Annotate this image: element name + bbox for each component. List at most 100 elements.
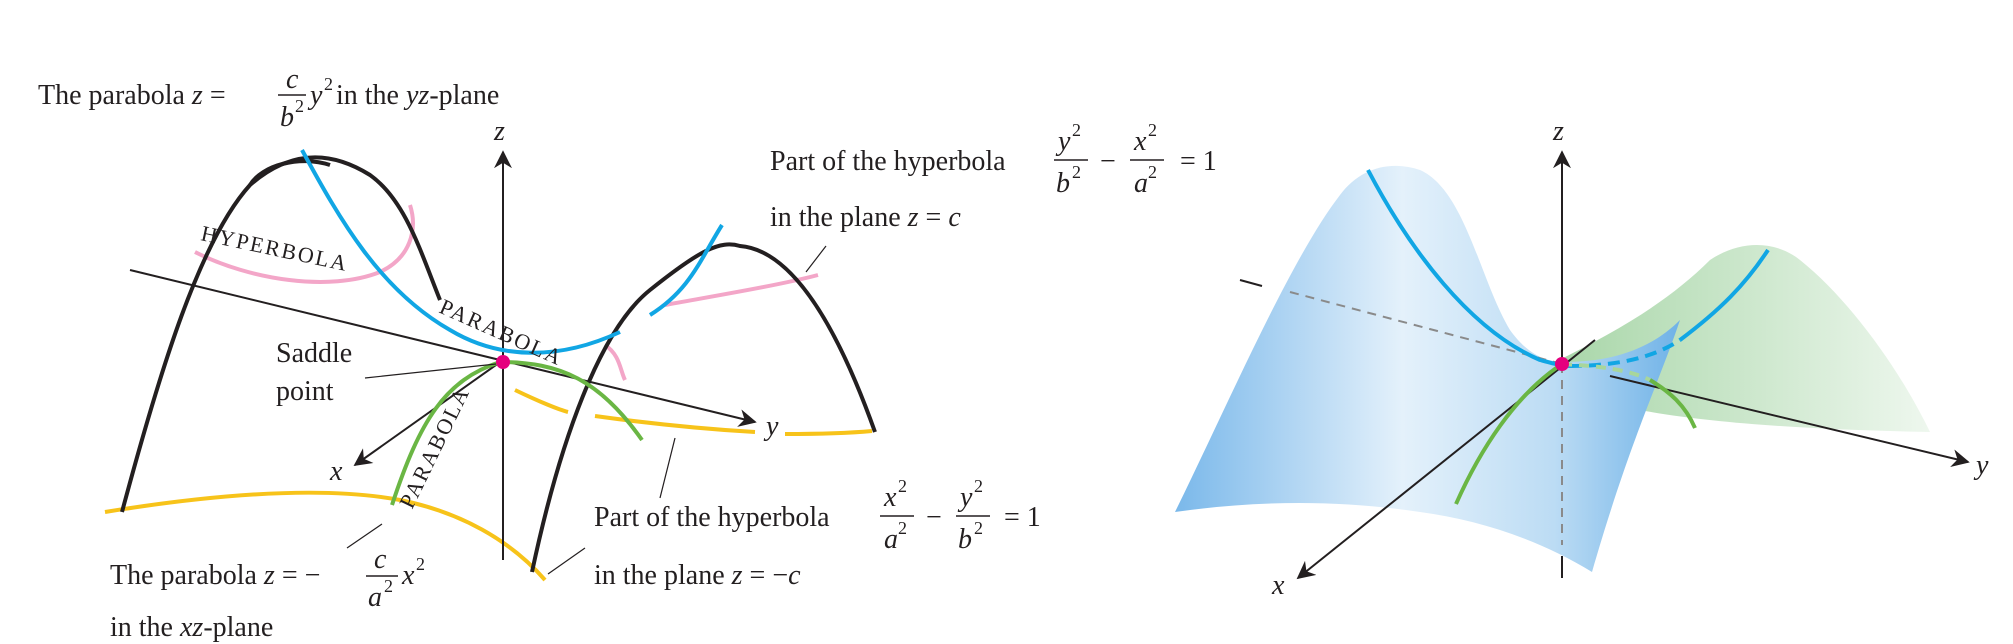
ann-hl-d1: a <box>884 524 898 555</box>
parabola-yz <box>300 149 621 355</box>
ann-parabola-yz-suffix-2: -plane <box>429 80 499 111</box>
leader-hyperbola-lower-2 <box>659 437 676 499</box>
svg-text:in the plane z = c: in the plane z = c <box>770 202 961 233</box>
saddle-point-left <box>496 355 510 369</box>
ann-hu-n2: x <box>1133 126 1147 157</box>
y-axis-right-stub <box>1239 279 1263 287</box>
ann-parabola-yz-suffix-var: yz <box>403 80 429 111</box>
leader-hyperbola-upper <box>805 245 827 273</box>
ann-parabola-yz-num: c <box>286 64 299 95</box>
svg-text:The parabola z = −: The parabola z = − <box>110 560 320 591</box>
ann-parabola-xz-line2-a: in the <box>110 612 180 643</box>
hyperbola-lower-right-branch <box>514 388 569 414</box>
ann-parabola-xz-eq: = − <box>275 560 321 591</box>
ann-parabola-yz-tail-var: y <box>307 80 323 111</box>
x-axis-left <box>353 359 504 467</box>
ann-parabola-xz-tail-var: x <box>401 560 415 591</box>
ann-hl-d2e: 2 <box>974 518 983 538</box>
ann-hl-d1e: 2 <box>898 518 907 538</box>
parabola-xz-right-figure-far <box>1648 378 1697 429</box>
svg-text:The parabola z =: The parabola z = <box>38 80 226 111</box>
parabola-xz <box>390 360 501 506</box>
ann-parabola-xz-den-exp: 2 <box>384 576 393 596</box>
ann-hl-d2: b <box>958 524 972 555</box>
x-axis-right <box>1296 339 1596 580</box>
ann-hu-n1: y <box>1055 126 1071 157</box>
saddle-label-2: point <box>276 376 334 407</box>
ann-hl-minus: − <box>926 502 942 533</box>
ann-hu-line2-b: = <box>919 202 949 233</box>
x-axis-label-right: x <box>1271 570 1285 601</box>
parabola-yz-right-figure-hidden <box>1569 338 1682 368</box>
annotation-hyperbola-lower: Part of the hyperbola x 2 a 2 − y 2 b 2 … <box>594 476 1041 591</box>
ann-parabola-xz-prefix: The parabola <box>110 560 264 591</box>
leader-hyperbola-lower <box>547 547 586 575</box>
ann-parabola-yz-var: z <box>191 80 203 111</box>
x-axis-label-left: x <box>329 456 343 487</box>
y-axis-left <box>129 269 757 427</box>
ann-hu-d1e: 2 <box>1072 162 1081 182</box>
z-axis-label-right: z <box>1552 116 1564 147</box>
ann-hu-line2-a: in the plane <box>770 202 908 233</box>
parabola-xz-right-figure-hidden <box>1561 362 1651 382</box>
parabola-yz-right-figure-far <box>1678 248 1770 342</box>
ann-hl-prefix: Part of the hyperbola <box>594 502 830 533</box>
surface-edge-right <box>530 242 877 573</box>
ann-parabola-yz-den: b <box>280 102 294 133</box>
ann-hl-n1: x <box>883 482 897 513</box>
ann-parabola-yz-eq: = <box>203 80 226 111</box>
right-diagram: z y x <box>1175 116 1989 601</box>
ann-hu-minus: − <box>1100 146 1116 177</box>
ann-hu-n1e: 2 <box>1072 120 1081 140</box>
leader-saddle <box>364 363 497 379</box>
hyperbola-lower-left-branch <box>104 490 547 582</box>
left-diagram: z y x HYPERBOLA PARABOLA PARABOLA Saddle… <box>38 64 1217 643</box>
ann-hl-rhs: = 1 <box>1004 502 1041 533</box>
y-axis-label-right: y <box>1973 450 1989 481</box>
ann-hl-n1e: 2 <box>898 476 907 496</box>
ann-hu-d2: a <box>1134 168 1148 199</box>
hyperbola-upper-right-branch <box>603 273 819 381</box>
ann-hu-line2-c: c <box>948 202 961 233</box>
parabola-xz-back <box>499 360 644 442</box>
saddle-label-1: Saddle <box>276 338 352 369</box>
parabola-xz-curve-label: PARABOLA <box>394 382 475 512</box>
svg-text:in the xz-plane: in the xz-plane <box>110 612 273 643</box>
ann-parabola-yz-prefix: The parabola <box>38 80 192 111</box>
surface-peak-left <box>248 159 331 187</box>
ann-parabola-xz-line2-b: -plane <box>203 612 273 643</box>
svg-text:in the plane z = −c: in the plane z = −c <box>594 560 801 591</box>
ann-hl-line2-c: c <box>788 560 801 591</box>
ann-parabola-yz-suffix-1: in the <box>336 80 406 111</box>
ann-hu-prefix: Part of the hyperbola <box>770 146 1006 177</box>
ann-parabola-xz-tail-exp: 2 <box>416 554 425 574</box>
ann-parabola-xz-var: z <box>263 560 275 591</box>
y-axis-label-left: y <box>763 411 779 442</box>
ann-hu-line2-var: z <box>907 202 919 233</box>
ann-hu-d1: b <box>1056 168 1070 199</box>
ann-hl-n2: y <box>957 482 973 513</box>
ann-hl-n2e: 2 <box>974 476 983 496</box>
hyperbola-curve-label: HYPERBOLA <box>199 220 351 276</box>
ann-parabola-xz-num: c <box>374 544 387 575</box>
ann-hu-d2e: 2 <box>1148 162 1157 182</box>
annotation-parabola-yz: The parabola z = c b 2 y 2 in the yz-pla… <box>38 64 499 133</box>
ann-parabola-xz-line2-var: xz <box>179 612 203 643</box>
ann-hl-line2-b: = − <box>743 560 789 591</box>
annotation-hyperbola-upper: Part of the hyperbola y 2 b 2 − x 2 a 2 … <box>770 120 1217 233</box>
ann-hl-line2-a: in the plane <box>594 560 732 591</box>
svg-text:in the yz-plane: in the yz-plane <box>336 80 499 111</box>
leader-parabola-xz <box>346 523 383 549</box>
saddle-point-right <box>1555 357 1569 371</box>
ann-hu-rhs: = 1 <box>1180 146 1217 177</box>
hyperbola-lower-right-branch-far <box>594 414 873 436</box>
ann-parabola-yz-den-exp: 2 <box>295 96 304 116</box>
ann-hu-n2e: 2 <box>1148 120 1157 140</box>
ann-hl-line2-var: z <box>731 560 743 591</box>
y-axis-right <box>1609 375 1970 467</box>
z-axis-label-left: z <box>493 116 505 147</box>
ann-parabola-xz-den: a <box>368 582 382 613</box>
parabola-yz-right <box>648 223 724 317</box>
parabola-xz-right-figure <box>1454 362 1564 505</box>
